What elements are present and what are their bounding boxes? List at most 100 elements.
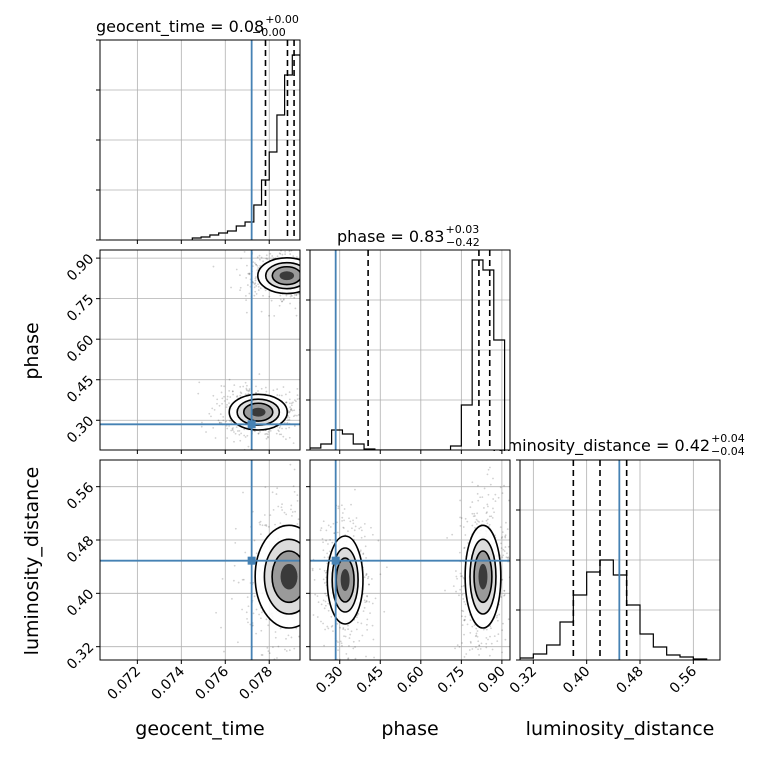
sample-point bbox=[282, 298, 285, 301]
sample-point bbox=[289, 406, 292, 409]
sample-point bbox=[255, 552, 258, 555]
sample-point bbox=[293, 293, 296, 296]
sample-point bbox=[239, 274, 241, 277]
sample-point bbox=[305, 640, 307, 642]
y-tick-label: 0.40 bbox=[64, 586, 97, 619]
sample-point bbox=[504, 536, 507, 539]
sample-point bbox=[253, 294, 256, 297]
sample-point bbox=[281, 300, 284, 303]
sample-point bbox=[463, 656, 466, 658]
sample-point bbox=[230, 286, 232, 289]
sample-point bbox=[331, 541, 334, 544]
sample-point bbox=[471, 524, 474, 527]
sample-point bbox=[288, 411, 290, 414]
sample-point bbox=[264, 486, 267, 489]
sample-point bbox=[353, 529, 356, 532]
sample-point bbox=[490, 627, 492, 630]
sample-point bbox=[340, 504, 343, 507]
sample-point bbox=[278, 430, 280, 433]
sample-point bbox=[269, 514, 272, 517]
sample-point bbox=[239, 289, 241, 292]
sample-point bbox=[274, 631, 277, 633]
panel-joint-phase-luminosity_distance: 0.30 0.45 0.60 0.75 0.90 bbox=[306, 459, 511, 697]
sample-point bbox=[461, 624, 464, 627]
sample-point bbox=[489, 466, 491, 469]
sample-point bbox=[269, 252, 272, 255]
sample-point bbox=[489, 635, 491, 638]
sample-point bbox=[288, 649, 291, 652]
sample-point bbox=[296, 499, 299, 502]
sample-point bbox=[303, 264, 305, 266]
sample-point bbox=[219, 413, 222, 416]
sample-point bbox=[486, 503, 489, 506]
sample-point bbox=[463, 619, 466, 622]
sample-point bbox=[269, 429, 272, 432]
sample-point bbox=[284, 250, 287, 253]
sample-point bbox=[256, 269, 259, 272]
sample-point bbox=[272, 389, 275, 392]
sample-point bbox=[476, 492, 479, 495]
sample-point bbox=[303, 667, 305, 669]
panel-frame bbox=[99, 39, 301, 241]
sample-point bbox=[226, 398, 229, 401]
joint-content bbox=[311, 466, 510, 660]
sample-point bbox=[475, 518, 478, 521]
sample-point bbox=[239, 391, 242, 394]
sample-point bbox=[240, 257, 243, 260]
sample-point bbox=[233, 564, 236, 567]
sample-point bbox=[217, 419, 220, 422]
sample-point bbox=[288, 426, 291, 429]
sample-point bbox=[327, 543, 329, 545]
sample-point bbox=[486, 522, 489, 525]
density-contour bbox=[280, 563, 298, 590]
sample-point bbox=[285, 438, 287, 441]
sample-point bbox=[308, 608, 310, 610]
sample-point bbox=[197, 392, 200, 395]
sample-point bbox=[466, 623, 469, 626]
sample-point bbox=[267, 436, 269, 439]
sample-point bbox=[296, 394, 299, 397]
sample-point bbox=[282, 247, 284, 249]
sample-point bbox=[265, 523, 268, 526]
sample-point bbox=[371, 624, 374, 627]
sample-point bbox=[458, 645, 461, 648]
sample-point bbox=[234, 527, 237, 530]
sample-point bbox=[291, 295, 293, 297]
sample-point bbox=[296, 256, 298, 258]
sample-point bbox=[354, 646, 356, 648]
sample-point bbox=[260, 617, 262, 620]
sample-point bbox=[363, 522, 366, 525]
sample-point bbox=[302, 653, 304, 655]
sample-point bbox=[363, 535, 366, 538]
sample-point bbox=[243, 250, 246, 253]
sample-point bbox=[489, 483, 492, 486]
sample-point bbox=[307, 282, 309, 284]
sample-point bbox=[342, 628, 345, 631]
sample-point bbox=[476, 630, 479, 632]
sample-point bbox=[344, 635, 347, 638]
sample-point bbox=[259, 287, 262, 290]
sample-point bbox=[226, 437, 229, 439]
sample-point bbox=[477, 499, 480, 502]
sample-point bbox=[221, 577, 224, 580]
sample-point bbox=[302, 556, 304, 558]
sample-point bbox=[364, 545, 367, 548]
sample-point bbox=[343, 527, 345, 529]
sample-point bbox=[301, 611, 303, 613]
sample-point bbox=[222, 415, 225, 418]
sample-point bbox=[276, 657, 278, 659]
sample-point bbox=[322, 599, 325, 602]
sample-point bbox=[274, 636, 277, 639]
sample-point bbox=[377, 539, 380, 542]
sample-point bbox=[268, 314, 270, 317]
sample-point bbox=[266, 433, 269, 436]
sample-point bbox=[301, 267, 303, 269]
sample-point bbox=[278, 394, 281, 397]
sample-point bbox=[358, 639, 361, 642]
sample-point bbox=[248, 272, 251, 275]
sample-point bbox=[285, 401, 288, 404]
sample-point bbox=[282, 675, 284, 677]
sample-point bbox=[500, 596, 503, 598]
sample-point bbox=[255, 263, 258, 266]
sample-point bbox=[324, 600, 327, 603]
